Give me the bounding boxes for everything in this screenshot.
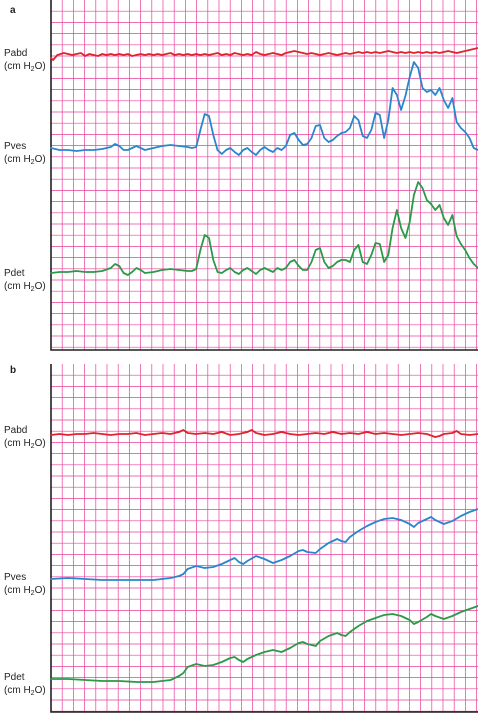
pves-label-b: Pves (cm H2O) bbox=[4, 571, 46, 597]
pdet-name-b: Pdet bbox=[4, 672, 25, 683]
pves-unit-a: (cm H2O) bbox=[4, 154, 46, 166]
chart-b-plot bbox=[50, 364, 478, 713]
pdet-unit-b: (cm H2O) bbox=[4, 685, 46, 697]
pdet-trace-a bbox=[50, 181, 478, 276]
panel-a-letter: a bbox=[10, 5, 16, 16]
pabd-trace-a bbox=[50, 47, 478, 61]
pves-unit-b: (cm H2O) bbox=[4, 585, 46, 597]
plot-axis bbox=[50, 0, 478, 351]
pabd-unit-a: (cm H2O) bbox=[4, 61, 46, 73]
pves-trace-b bbox=[50, 508, 478, 581]
pabd-unit-b: (cm H2O) bbox=[4, 438, 46, 450]
pdet-label-a: Pdet (cm H2O) bbox=[4, 267, 46, 293]
pabd-label-b: Pabd (cm H2O) bbox=[4, 424, 46, 450]
pabd-trace-b bbox=[50, 429, 478, 438]
pves-name-b: Pves bbox=[4, 572, 27, 583]
plot-axis bbox=[50, 364, 478, 713]
pves-label-a: Pves (cm H2O) bbox=[4, 140, 46, 166]
pabd-label-a: Pabd (cm H2O) bbox=[4, 47, 46, 73]
panel-b-letter: b bbox=[10, 365, 17, 376]
pabd-name-b: Pabd bbox=[4, 425, 28, 436]
pdet-unit-a: (cm H2O) bbox=[4, 281, 46, 293]
pdet-trace-b bbox=[50, 605, 478, 683]
pdet-name-a: Pdet bbox=[4, 268, 25, 279]
pves-trace-a bbox=[50, 61, 478, 156]
pdet-label-b: Pdet (cm H2O) bbox=[4, 671, 46, 697]
pves-name-a: Pves bbox=[4, 141, 27, 152]
chart-a-plot bbox=[50, 0, 478, 351]
pabd-name-a: Pabd bbox=[4, 48, 28, 59]
